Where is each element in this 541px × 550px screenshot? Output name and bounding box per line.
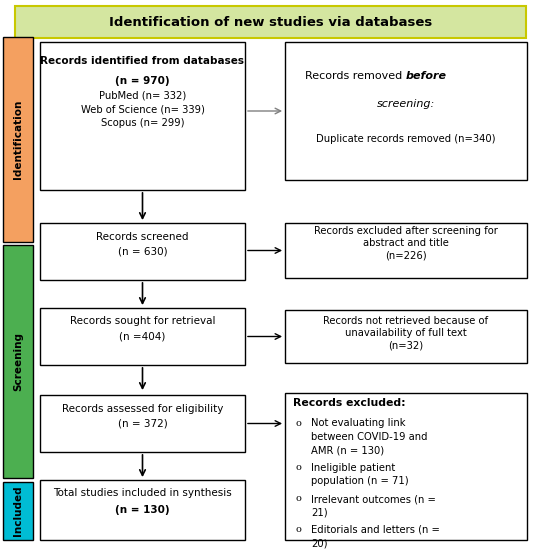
Text: before: before xyxy=(406,72,447,81)
Text: Irrelevant outcomes (n =: Irrelevant outcomes (n = xyxy=(311,494,436,504)
Text: Included: Included xyxy=(13,486,23,536)
Text: (n = 372): (n = 372) xyxy=(117,419,167,428)
Text: Records screened: Records screened xyxy=(96,232,189,241)
Text: Records identified from databases: Records identified from databases xyxy=(41,56,245,66)
Text: unavailability of full text: unavailability of full text xyxy=(345,328,467,338)
Text: (n =404): (n =404) xyxy=(120,332,166,342)
Text: Records excluded:: Records excluded: xyxy=(293,398,406,408)
Text: Editorials and letters (n =: Editorials and letters (n = xyxy=(311,525,440,535)
Text: Records not retrieved because of: Records not retrieved because of xyxy=(324,316,489,327)
Text: Ineligible patient: Ineligible patient xyxy=(311,463,395,473)
Text: Not evaluating link: Not evaluating link xyxy=(311,419,406,428)
Bar xyxy=(40,223,245,280)
Text: Total studies included in synthesis: Total studies included in synthesis xyxy=(53,488,232,498)
Text: population (n = 71): population (n = 71) xyxy=(311,476,408,487)
Bar xyxy=(285,310,527,363)
Text: Web of Science (n= 339): Web of Science (n= 339) xyxy=(81,104,204,114)
Text: (n = 630): (n = 630) xyxy=(118,246,167,256)
Text: o: o xyxy=(295,419,301,427)
Bar xyxy=(285,223,527,278)
Text: Screening: Screening xyxy=(13,332,23,391)
Text: 21): 21) xyxy=(311,508,328,518)
Text: (n=226): (n=226) xyxy=(385,250,427,261)
Text: Identification: Identification xyxy=(13,100,23,179)
Text: Records sought for retrieval: Records sought for retrieval xyxy=(70,316,215,327)
Text: screening:: screening: xyxy=(377,99,435,109)
Bar xyxy=(40,308,245,365)
Text: Duplicate records removed (n=340): Duplicate records removed (n=340) xyxy=(316,134,496,144)
Bar xyxy=(40,480,245,540)
Bar xyxy=(285,393,527,540)
Bar xyxy=(15,6,526,38)
Bar xyxy=(40,395,245,452)
Text: between COVID-19 and: between COVID-19 and xyxy=(311,432,427,442)
Bar xyxy=(285,42,527,180)
Text: o: o xyxy=(295,463,301,472)
Text: abstract and title: abstract and title xyxy=(363,238,449,248)
Text: Scopus (n= 299): Scopus (n= 299) xyxy=(101,118,184,128)
Text: (n = 970): (n = 970) xyxy=(115,76,170,86)
Text: (n = 130): (n = 130) xyxy=(115,505,170,515)
Text: Records excluded after screening for: Records excluded after screening for xyxy=(314,226,498,235)
Text: o: o xyxy=(295,525,301,534)
Text: o: o xyxy=(295,494,301,503)
Text: Records removed: Records removed xyxy=(305,72,406,81)
Text: Records assessed for eligibility: Records assessed for eligibility xyxy=(62,404,223,414)
Text: Identification of new studies via databases: Identification of new studies via databa… xyxy=(109,15,432,29)
Bar xyxy=(3,37,33,242)
Bar xyxy=(3,245,33,478)
Text: PubMed (n= 332): PubMed (n= 332) xyxy=(99,91,186,101)
Bar xyxy=(3,482,33,540)
Text: AMR (n = 130): AMR (n = 130) xyxy=(311,446,384,455)
Text: (n=32): (n=32) xyxy=(388,340,424,350)
Text: 20): 20) xyxy=(311,538,327,548)
Bar xyxy=(40,42,245,190)
